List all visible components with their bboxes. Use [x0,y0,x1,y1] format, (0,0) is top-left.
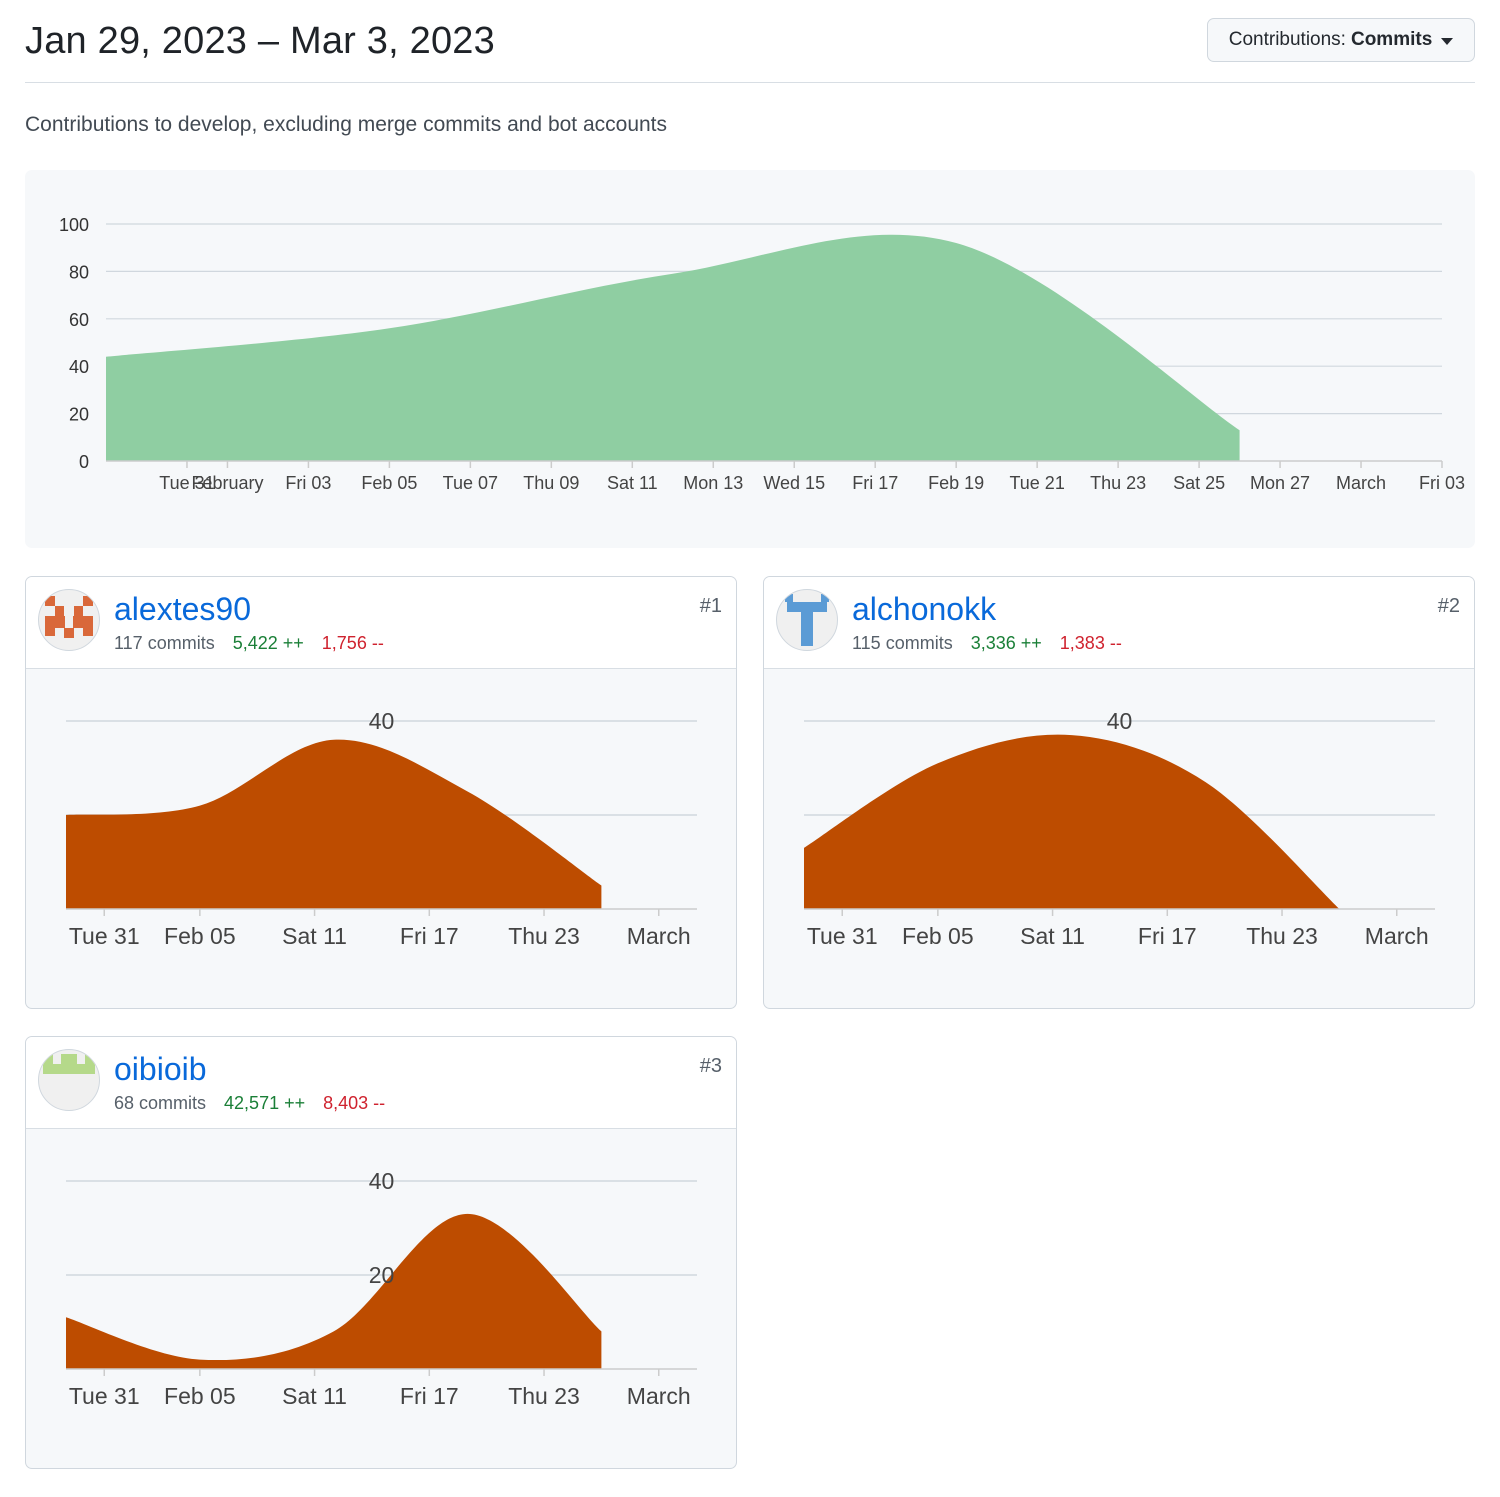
x-tick-label: March [1336,473,1386,493]
avatar[interactable] [776,589,838,651]
x-tick-label: Sat 11 [282,1383,347,1409]
contributions-subtitle: Contributions to develop, excluding merg… [25,113,668,136]
x-tick-label: Mon 13 [683,473,743,493]
y-tick-label: 20 [69,405,89,425]
x-tick-label: Thu 23 [1246,923,1318,949]
contributor-card-header: alextes90 117 commits 5,422 ++ 1,756 -- #1 [26,577,736,669]
deletions-count: 1,383 -- [1059,633,1122,653]
contributor-stats: 68 commits 42,571 ++ 8,403 -- [114,1093,385,1114]
identicon-checker-icon [45,596,93,638]
y-tick-label: 100 [59,215,89,235]
chevron-down-icon [1441,37,1454,45]
x-tick-label: March [627,1383,691,1409]
contributor-card: alchonokk 115 commits 3,336 ++ 1,383 -- #2… [763,576,1475,1009]
y-tick-label: 20 [369,1262,395,1288]
x-tick-label: Feb 05 [164,923,236,949]
x-tick-label: March [1365,923,1429,949]
x-tick-label: Sat 25 [1173,473,1225,493]
x-tick-label: Thu 23 [1090,473,1146,493]
y-tick-label: 0 [79,452,89,472]
contributor-activity-chart: 20 40 Tue 31 Feb 05 Sat 11 Fri 17 Thu 23 March [66,1168,697,1409]
x-tick-label: Wed 15 [763,473,825,493]
contributor-card: alextes90 117 commits 5,422 ++ 1,756 -- #1… [25,576,737,1009]
x-tick-label: Thu 23 [508,923,580,949]
x-tick-label: Feb 05 [902,923,974,949]
dropdown-label: Contributions: [1228,29,1346,50]
contributions-type-dropdown[interactable]: Contributions: Commits [1207,18,1475,62]
contributor-stats: 117 commits 5,422 ++ 1,756 -- [114,633,384,654]
deletions-count: 8,403 -- [323,1093,386,1113]
contributor-activity-chart: 40 Tue 31 Feb 05 Sat 11 Fri 17 Thu 23 March [804,708,1435,949]
x-tick-label: Thu 09 [523,473,579,493]
x-tick-label: Tue 31 [159,473,214,493]
x-tick-label: Tue 31 [69,923,140,949]
x-tick-label: Tue 21 [1009,473,1064,493]
total-contributions-chart: 0 20 40 60 80 100 Tue 31 February Fri 03 Feb 05 Tu… [25,170,1475,548]
contributor-rank: #3 [699,1055,722,1077]
dropdown-value: Commits [1350,29,1433,50]
commit-count: 68 commits [114,1093,207,1113]
contributor-rank: #2 [1437,595,1460,617]
x-tick-label: Thu 23 [508,1383,580,1409]
x-tick-label: Sat 11 [1020,923,1085,949]
area-series [804,734,1340,909]
x-tick-label: Fri 17 [1138,923,1197,949]
contributor-username-link[interactable]: alchonokk [852,591,997,627]
contributor-username-link[interactable]: alextes90 [114,591,251,627]
x-tick-label: March [627,923,691,949]
contributor-card: oibioib 68 commits 42,571 ++ 8,403 -- #3 2… [25,1036,737,1469]
contributor-card-header: alchonokk 115 commits 3,336 ++ 1,383 -- #2 [764,577,1474,669]
avatar[interactable] [38,589,100,651]
area-series [106,234,1240,461]
area-series [66,1213,602,1369]
identicon-crenel-icon [43,1054,95,1074]
contributor-username-link[interactable]: oibioib [114,1051,207,1087]
contributor-activity-chart: 40 Tue 31 Feb 05 Sat 11 Fri 17 Thu 23 March [66,708,697,949]
contributor-card-header: oibioib 68 commits 42,571 ++ 8,403 -- #3 [26,1037,736,1129]
avatar[interactable] [38,1049,100,1111]
date-range-title: Jan 29, 2023 – Mar 3, 2023 [25,20,495,62]
commit-count: 117 commits [114,633,215,653]
y-tick-label: 40 [369,708,395,734]
y-tick-label: 40 [369,1168,395,1194]
x-tick-label: Tue 31 [807,923,878,949]
y-tick-label: 80 [69,262,89,282]
y-tick-label: 40 [69,357,89,377]
x-tick-label: Feb 19 [928,473,984,493]
x-tick-label: Fri 17 [852,473,898,493]
identicon-t-icon [785,594,829,646]
additions-count: 5,422 ++ [232,633,304,653]
page-header: Jan 29, 2023 – Mar 3, 2023 Contributions… [25,0,1475,83]
commit-count: 115 commits [852,633,953,653]
x-tick-label: Tue 31 [69,1383,140,1409]
x-tick-label: February [191,473,263,493]
x-tick-label: Tue 07 [443,473,498,493]
area-series [66,739,602,909]
x-tick-label: Sat 11 [282,923,347,949]
x-tick-label: Fri 03 [285,473,331,493]
y-tick-label: 60 [69,310,89,330]
contributor-stats: 115 commits 3,336 ++ 1,383 -- [852,633,1122,654]
x-tick-label: Feb 05 [361,473,417,493]
x-tick-label: Feb 05 [164,1383,236,1409]
additions-count: 3,336 ++ [970,633,1042,653]
contributor-rank: #1 [699,595,722,617]
y-tick-label: 40 [1107,708,1133,734]
x-tick-label: Sat 11 [607,473,658,493]
x-tick-label: Mon 27 [1250,473,1310,493]
x-tick-label: Fri 17 [400,923,459,949]
additions-count: 42,571 ++ [224,1093,306,1113]
x-tick-label: Fri 17 [400,1383,459,1409]
deletions-count: 1,756 -- [321,633,384,653]
x-tick-label: Fri 03 [1419,473,1465,493]
